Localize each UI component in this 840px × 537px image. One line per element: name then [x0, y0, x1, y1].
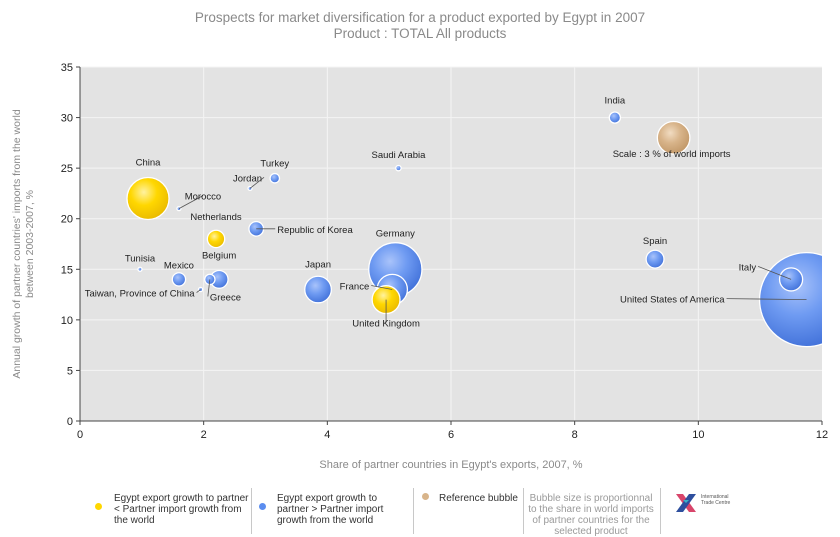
legend-item-above: Egypt export growth to partner > Partner…	[259, 487, 409, 535]
x-tick-label: 12	[816, 429, 828, 441]
legend-note: Bubble size is proportionnal to the shar…	[525, 487, 657, 537]
bubble-label-united-states-of-america: United States of America	[620, 295, 725, 306]
y-axis-label-line2: between 2003-2007, %	[24, 190, 36, 298]
y-tick-label: 30	[61, 113, 73, 125]
chart-title: Prospects for market diversification for…	[194, 10, 646, 25]
reference-dot-icon	[422, 493, 429, 500]
bubble-size-note: Bubble size is proportionnal to the shar…	[528, 493, 654, 537]
bubble-label-greece: Greece	[210, 292, 241, 303]
bubble-label-germany: Germany	[376, 228, 415, 239]
bubble-label-republic-of-korea: Republic of Korea	[277, 225, 353, 236]
bubble-label-france: France	[340, 282, 370, 293]
y-axis-label-line1: Annual growth of partner countries' impo…	[11, 109, 23, 378]
bubble-label-turkey: Turkey	[260, 158, 289, 169]
chart-subtitle: Product : TOTAL All products	[333, 26, 507, 41]
y-tick-label: 5	[67, 365, 73, 377]
bubble-label-netherlands: Netherlands	[190, 212, 241, 223]
legend-label-below: Egypt export growth to partner < Partner…	[114, 493, 249, 526]
bubble-chart: 0 5 10 15 20 25 30 35 0 2 4 6 8 10 12 United States of…	[11, 62, 828, 471]
leader-line-france	[371, 285, 393, 290]
bubble-tunisia[interactable]	[137, 266, 143, 272]
leader-line-greece	[207, 279, 211, 297]
bubble-label-japan: Japan	[305, 260, 331, 271]
leader-line-taiwan-province-of-china	[196, 289, 201, 293]
bubble-scale-3-of-world-imports[interactable]	[656, 120, 691, 155]
leader-line-italy	[757, 266, 792, 280]
bubble-spain[interactable]	[645, 249, 665, 269]
bubble-label-belgium: Belgium	[202, 250, 236, 261]
bubble-china[interactable]	[126, 176, 170, 221]
y-tick-label: 10	[61, 315, 73, 327]
bubble-label-saudi-arabia: Saudi Arabia	[372, 150, 427, 161]
bubble-mexico[interactable]	[171, 272, 187, 287]
legend-label-above: Egypt export growth to partner > Partner…	[277, 493, 384, 526]
y-tick-label: 25	[61, 163, 73, 175]
leader-line-united-states-of-america	[726, 298, 807, 301]
bubble-label-united-kingdom: United Kingdom	[352, 319, 420, 330]
bubble-label-jordan: Jordan	[233, 173, 262, 184]
legend-divider	[413, 488, 414, 534]
bubble-label-tunisia: Tunisia	[125, 253, 156, 264]
x-tick-label: 8	[572, 429, 578, 441]
x-axis-label: Share of partner countries in Egypt's ex…	[319, 459, 582, 471]
bubble-label-scale-3-of-world-imports: Scale : 3 % of world imports	[613, 149, 731, 160]
x-tick-label: 0	[77, 429, 83, 441]
y-tick-label: 20	[61, 214, 73, 226]
y-tick-label: 15	[61, 264, 73, 276]
x-tick-label: 4	[324, 429, 330, 441]
itc-logo: International Trade Centre	[674, 487, 744, 535]
bubble-india[interactable]	[608, 111, 622, 124]
legend-item-below: Egypt export growth to partner < Partner…	[95, 487, 255, 535]
bubble-japan[interactable]	[304, 275, 333, 304]
legend-divider	[523, 488, 524, 534]
legend-divider	[251, 488, 252, 534]
leader-line-morocco	[178, 195, 204, 209]
bubble-label-taiwan-province-of-china: Taiwan, Province of China	[85, 289, 196, 300]
bubble-label-italy: Italy	[739, 262, 757, 273]
bubble-label-mexico: Mexico	[164, 260, 194, 271]
bubble-label-spain: Spain	[643, 236, 667, 247]
bubble-netherlands[interactable]	[206, 229, 226, 249]
itc-logo-text: International Trade Centre	[701, 494, 731, 506]
leader-line-jordan	[249, 177, 265, 189]
bubble-italy[interactable]	[778, 267, 804, 292]
bubble-saudi-arabia[interactable]	[395, 164, 402, 172]
bubble-label-morocco: Morocco	[185, 192, 221, 203]
bubble-turkey[interactable]	[269, 172, 281, 184]
bubble-label-china: China	[136, 157, 162, 168]
x-tick-label: 10	[692, 429, 704, 441]
legend-item-reference: Reference bubble	[422, 487, 522, 535]
itc-logo-icon	[676, 494, 696, 512]
x-tick-label: 2	[201, 429, 207, 441]
x-tick-label: 6	[448, 429, 454, 441]
y-tick-label: 35	[61, 62, 73, 74]
bubble-label-india: India	[605, 96, 626, 107]
legend-label-reference: Reference bubble	[439, 493, 518, 504]
yellow-dot-icon	[95, 503, 102, 510]
y-tick-label: 0	[67, 416, 73, 428]
blue-dot-icon	[259, 503, 266, 510]
legend-divider	[660, 488, 661, 534]
